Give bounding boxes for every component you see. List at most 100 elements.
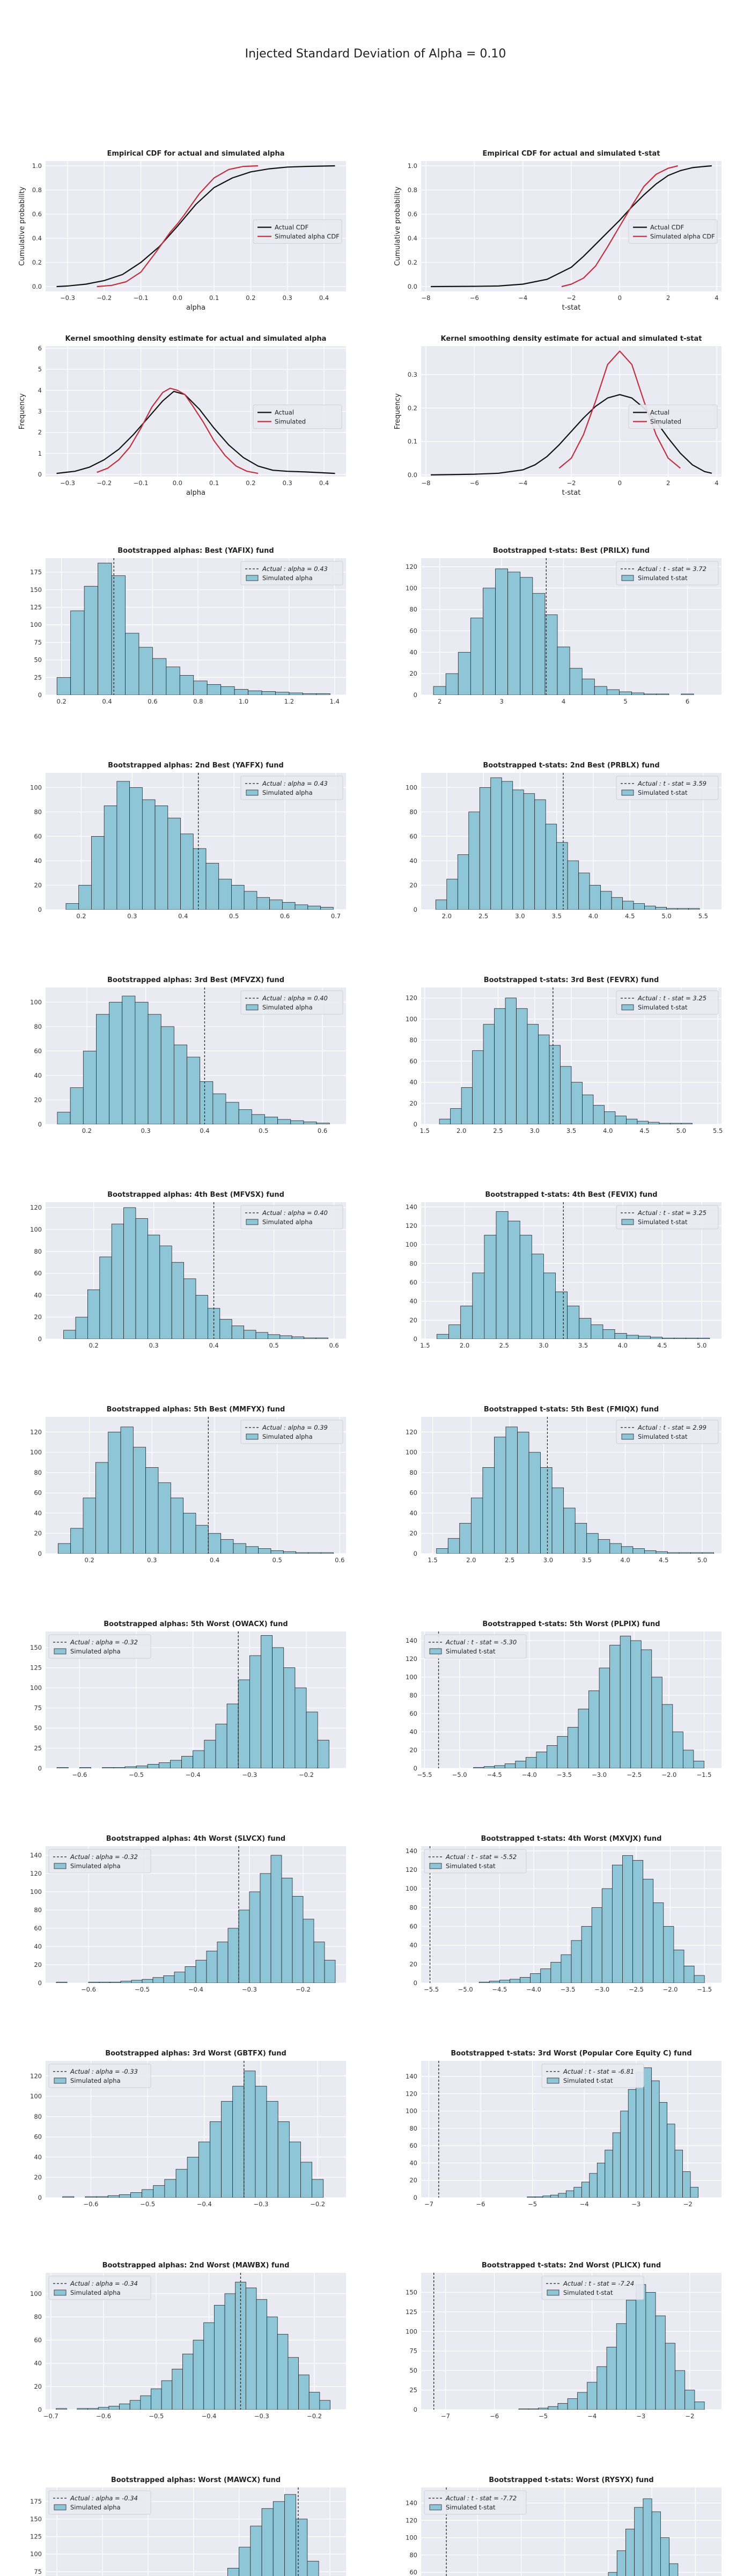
legend-label: Simulated alpha [70,2504,121,2511]
histogram-bar [558,2193,566,2198]
x-tick-label: −0.3 [242,1771,257,1779]
histogram-bar [582,1094,594,1124]
histogram-bar [224,2293,236,2410]
histogram-bar [516,1008,528,1124]
legend-swatch [246,1004,259,1011]
histogram-bar [690,2187,698,2198]
histogram-bar [504,1763,516,1768]
histogram-bar [483,1766,495,1768]
x-tick-label: 1.4 [330,698,340,705]
y-tick-label: 0.2 [32,259,42,266]
x-tick-label: −6 [470,294,479,302]
histogram-bar [296,2519,308,2576]
histogram-bar [261,2508,274,2576]
legend-frame [253,405,342,429]
plot-marks [56,1631,329,1768]
y-tick-label: 20 [34,1313,42,1321]
x-tick-label: 0.1 [209,479,219,487]
x-tick-label: 0.5 [273,1556,282,1564]
x-tick-label: 0.3 [283,294,292,302]
x-tick-label: −4.5 [492,1986,507,1993]
histogram-bar [181,1756,194,1768]
x-tick-label: 3.0 [530,1127,540,1135]
x-tick-label: 0.3 [147,1556,157,1564]
y-tick-label: 0 [38,1335,42,1343]
plot-marks [431,350,712,475]
subplot-title: Bootstrapped t-stats: Worst (RYSYX) fund [489,2476,653,2484]
histogram-bar [104,806,117,910]
legend-label: Actual : t - stat = 3.25 [637,1209,706,1217]
histogram-bar [674,2149,683,2198]
histogram-bar [187,1057,201,1124]
histogram-bar [174,1972,186,1983]
legend-label: Actual : t - stat = 3.59 [637,780,706,787]
legend-label: Actual [275,409,294,416]
histogram-bar [245,1546,259,1554]
x-tick-label: 4.0 [588,912,598,920]
y-axis-label: Frequency [18,393,26,429]
legend-label: Actual : t - stat = -5.30 [445,1638,517,1646]
legend-swatch [246,789,259,796]
x-tick-label: 4.0 [603,1127,613,1135]
plot-marks [65,773,334,910]
histogram-bar [300,2162,313,2198]
histogram-bar [588,1690,600,1768]
histogram-bar [120,1426,134,1554]
histogram-bar [589,885,601,910]
histogram-bar [213,2305,225,2410]
plot-marks [431,165,712,288]
histogram-bar [56,1767,69,1768]
histogram-bar [244,891,257,910]
y-tick-label: 150 [30,2515,42,2523]
x-tick-label: −6 [490,2412,499,2420]
legend: Actual CDF Simulated alpha CDF [628,219,718,244]
histogram-bar [119,2403,130,2410]
histogram-bar [567,860,579,910]
histogram-bar [591,1907,602,1983]
y-tick-label: 80 [409,2125,417,2132]
histogram-bar [655,2315,666,2410]
legend: Actual : alpha = -0.33 Simulated alpha [48,2063,151,2088]
subplot-2: −8 −6 −4 −2 0 2 4 0.0 0.2 0.4 0.6 0.8 1.0 Empirical C… [394,150,721,312]
histogram-bar [251,1114,265,1124]
legend: Actual : t - stat = 2.99 Simulated t-stat [616,1419,719,1444]
subplot-22: −7 −6 −5 −4 −3 −2 0 25 50 75 100 125 150 Bootstrapped… [406,2262,721,2420]
legend-frame [240,990,343,1015]
legend-label: Simulated t-stat [638,789,688,796]
histogram-bar [85,2196,97,2198]
subplot-title: Bootstrapped t-stats: 2nd Worst (PLICX) … [482,2262,661,2270]
legend-label: Actual : alpha = -0.32 [70,1853,138,1861]
histogram-bar [589,2173,598,2198]
legend-label: Actual : alpha = 0.43 [262,780,328,787]
plot-marks [439,987,693,1124]
y-tick-label: 75 [34,639,42,646]
plot-marks [438,2061,698,2198]
x-tick-label: 0.4 [209,1342,218,1349]
y-tick-label: 80 [409,808,417,816]
y-tick-label: 120 [30,1870,42,1877]
histogram-bar [495,568,509,695]
histogram-bar [612,1864,623,1983]
subplot-title: Bootstrapped t-stats: 3rd Best (FEVRX) f… [484,976,659,984]
histogram-bar [598,1539,610,1554]
histogram-bar [681,693,694,695]
histogram-bar [136,1766,148,1768]
y-tick-label: 125 [406,2308,417,2316]
histogram-bar [609,1543,622,1554]
histogram-bar [65,903,79,910]
y-tick-label: 40 [409,857,417,865]
histogram-bar [587,2382,598,2410]
y-tick-label: 0.0 [408,471,417,479]
histogram-bar [626,1335,639,1339]
x-tick-label: −0.5 [149,2412,164,2420]
histogram-bar [238,1679,250,1768]
subplot-title: Empirical CDF for actual and simulated a… [107,150,285,158]
histogram-bar [684,2390,695,2410]
histogram-bar [175,2169,188,2198]
histogram-bar [298,2374,310,2410]
histogram-bar [159,1246,172,1339]
legend: Actual : alpha = -0.34 Simulated alpha [48,2490,151,2515]
x-tick-label: 0.5 [269,1342,278,1349]
y-tick-label: 75 [34,1704,42,1712]
